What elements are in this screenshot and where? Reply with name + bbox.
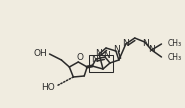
Text: CH₃: CH₃ [167,38,181,48]
Text: N: N [95,49,101,59]
Text: N: N [142,38,149,48]
Text: O: O [77,53,84,63]
Text: N: N [114,45,120,55]
Text: HO: HO [41,83,55,91]
Text: OH: OH [34,48,48,57]
Text: N: N [91,55,97,64]
Text: N: N [148,45,155,55]
Text: N: N [103,52,109,60]
Text: CH₃: CH₃ [167,53,181,63]
Bar [89,55,113,72]
Text: N: N [122,38,129,48]
